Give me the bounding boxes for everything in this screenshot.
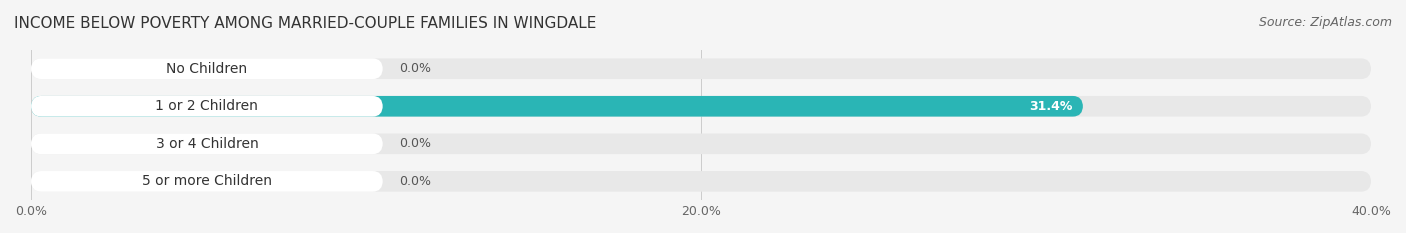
FancyBboxPatch shape bbox=[31, 134, 1371, 154]
Text: INCOME BELOW POVERTY AMONG MARRIED-COUPLE FAMILIES IN WINGDALE: INCOME BELOW POVERTY AMONG MARRIED-COUPL… bbox=[14, 16, 596, 31]
Text: 1 or 2 Children: 1 or 2 Children bbox=[156, 99, 259, 113]
FancyBboxPatch shape bbox=[31, 96, 1083, 116]
Text: 0.0%: 0.0% bbox=[399, 137, 432, 150]
Text: 0.0%: 0.0% bbox=[399, 175, 432, 188]
FancyBboxPatch shape bbox=[31, 171, 382, 192]
FancyBboxPatch shape bbox=[31, 171, 1371, 192]
Text: 5 or more Children: 5 or more Children bbox=[142, 174, 271, 188]
FancyBboxPatch shape bbox=[31, 96, 1371, 116]
Text: 31.4%: 31.4% bbox=[1029, 100, 1073, 113]
FancyBboxPatch shape bbox=[31, 58, 1371, 79]
Text: 3 or 4 Children: 3 or 4 Children bbox=[156, 137, 259, 151]
Text: 0.0%: 0.0% bbox=[399, 62, 432, 75]
FancyBboxPatch shape bbox=[31, 96, 382, 116]
FancyBboxPatch shape bbox=[31, 58, 382, 79]
Text: Source: ZipAtlas.com: Source: ZipAtlas.com bbox=[1258, 16, 1392, 29]
Text: No Children: No Children bbox=[166, 62, 247, 76]
FancyBboxPatch shape bbox=[31, 134, 382, 154]
